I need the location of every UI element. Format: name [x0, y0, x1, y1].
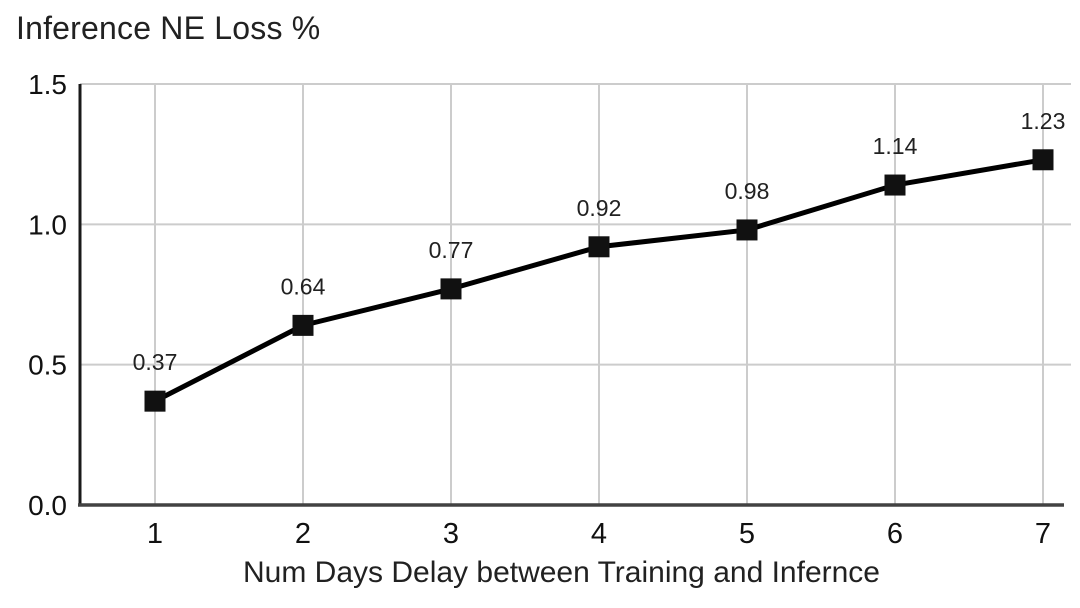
data-point-marker — [588, 236, 610, 258]
data-point-label: 0.92 — [577, 195, 622, 221]
x-tick-label: 5 — [739, 518, 755, 550]
x-axis-label: Num Days Delay between Training and Infe… — [242, 556, 880, 589]
data-point-label: 0.77 — [429, 237, 474, 263]
x-tick-label: 6 — [887, 518, 903, 550]
x-tick-label: 3 — [443, 518, 459, 550]
data-point-label: 0.64 — [281, 273, 326, 299]
data-point-label: 0.37 — [133, 349, 178, 375]
data-point-marker — [440, 278, 462, 300]
data-point-marker — [884, 174, 906, 196]
data-point-marker — [736, 219, 758, 241]
data-point-marker — [292, 314, 314, 336]
x-tick-label: 7 — [1035, 518, 1051, 550]
chart-title: Inference NE Loss % — [16, 10, 321, 46]
y-tick-label: 0.0 — [28, 490, 67, 521]
x-tick-label: 1 — [147, 518, 163, 550]
y-tick-label: 0.5 — [28, 350, 67, 381]
y-tick-label: 1.0 — [28, 209, 67, 240]
y-tick-label: 1.5 — [28, 69, 67, 100]
data-point-label: 0.98 — [725, 178, 770, 204]
data-point-label: 1.23 — [1021, 108, 1066, 134]
data-point-marker — [1032, 149, 1054, 171]
data-point-label: 1.14 — [873, 133, 918, 159]
x-tick-label: 4 — [591, 518, 607, 550]
data-point-marker — [144, 390, 166, 412]
x-tick-label: 2 — [295, 518, 311, 550]
